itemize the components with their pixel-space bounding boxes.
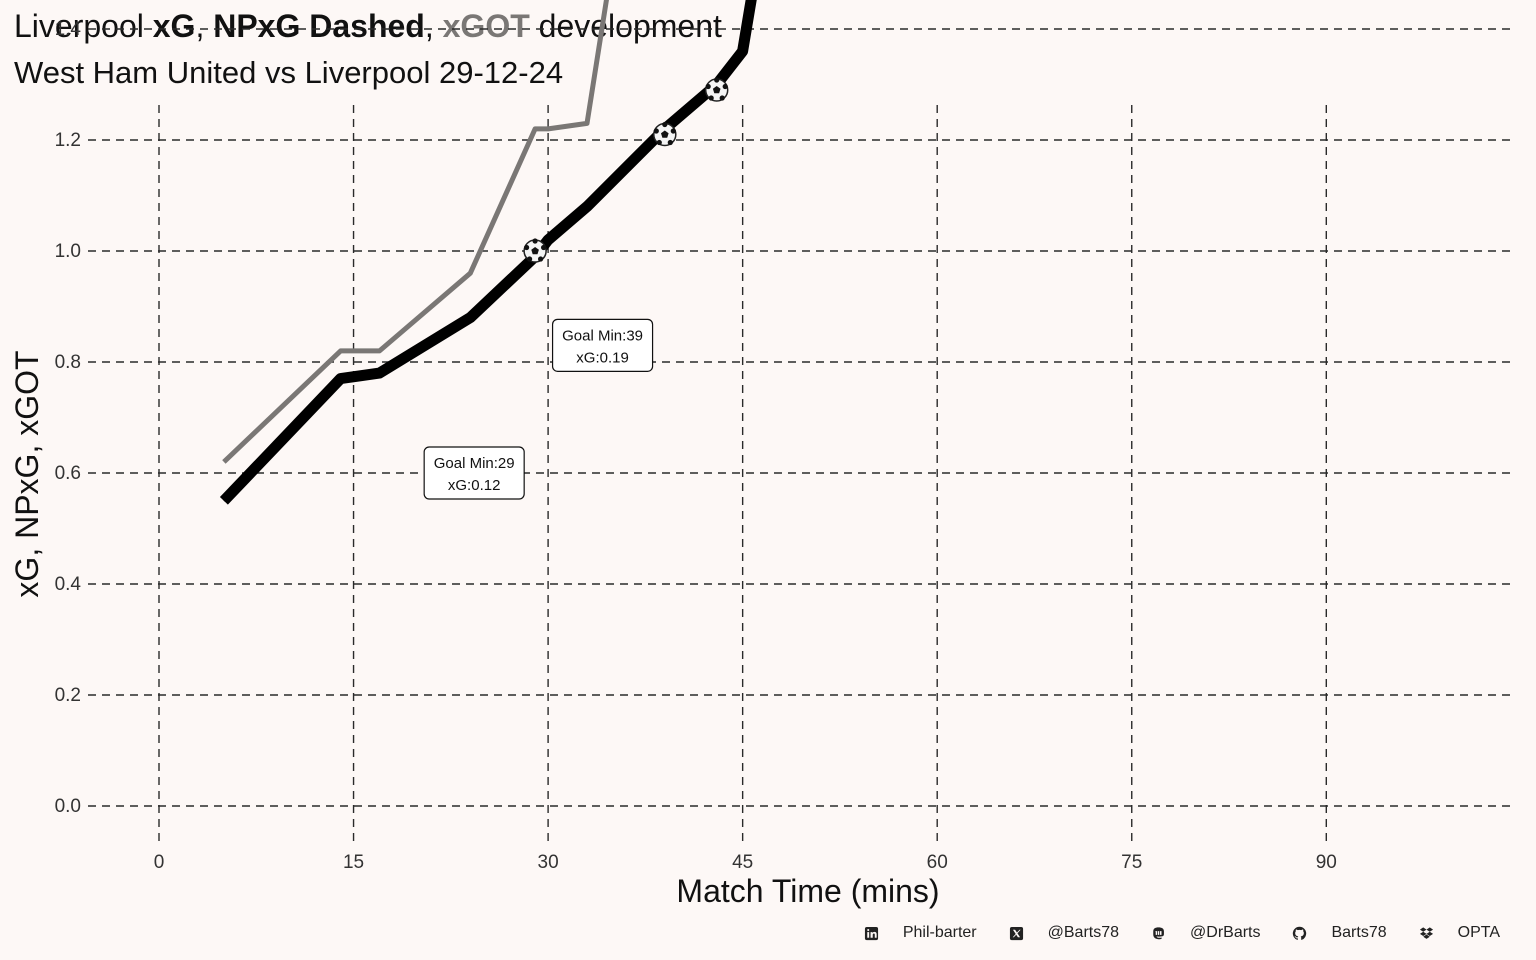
footer-item-mastodon[interactable]: @DrBarts [1151, 924, 1292, 942]
y-tick-label: 1.4 [55, 19, 82, 40]
title-xgot: xGOT [442, 8, 530, 44]
y-tick-label: 1.2 [55, 130, 81, 151]
footer-label-linkedin: Phil-barter [902, 924, 977, 941]
football-patch [705, 83, 711, 90]
football-patch [712, 86, 721, 94]
football-patch [527, 256, 533, 262]
credits-footer: Phil-barter @Barts78 @DrBarts Barts78 OP… [864, 924, 1500, 942]
x-axis-label: Match Time (mins) [676, 873, 939, 909]
annotation-goal-minute: Goal Min:39 [562, 327, 643, 344]
footer-label-github: Barts78 [1331, 924, 1387, 941]
annotation-goal-xg: xG:0.19 [576, 349, 629, 366]
chart-subtitle: West Ham United vs Liverpool 29-12-24 [14, 55, 564, 90]
annotation-goal-minute: Goal Min:29 [434, 455, 515, 472]
football-icon [704, 77, 729, 102]
football-patch [662, 121, 668, 128]
title-npxg: NPxG Dashed [213, 8, 425, 44]
mastodon-icon [1153, 926, 1164, 939]
title-rest: development [538, 8, 722, 44]
dropbox-icon [1419, 926, 1433, 939]
goal-annotation: Goal Min:29 xG:0.12 [423, 446, 525, 500]
linkedin-icon [864, 926, 878, 940]
github-icon [1293, 926, 1307, 940]
x-tick-label: 75 [1121, 852, 1142, 873]
y-tick-label: 0.8 [55, 352, 81, 373]
grid-lines: 0.00.20.40.60.81.01.21.41.61.82.02.22.42… [55, 19, 1512, 873]
football-patch [538, 256, 544, 262]
footer-item-github[interactable]: Barts78 [1292, 924, 1418, 942]
football-patch [532, 238, 538, 244]
football-patch [667, 139, 673, 146]
x-tick-label: 60 [927, 852, 948, 873]
footer-label-mastodon: @DrBarts [1190, 924, 1261, 941]
football-patch [656, 139, 662, 146]
football-icon [523, 238, 547, 263]
annotation-box [423, 446, 525, 500]
annotation-box [551, 318, 654, 372]
footer-item-linkedin[interactable]: Phil-barter [864, 924, 1009, 942]
x-tick-label: 15 [343, 852, 364, 873]
x-tick-label: 0 [154, 852, 165, 873]
goal-annotation: Goal Min:39 xG:0.19 [551, 318, 654, 372]
footer-item-dropbox[interactable]: OPTA [1419, 924, 1500, 942]
football-patch [722, 83, 728, 90]
title-team: Liverpool [14, 8, 144, 44]
football-patch [719, 95, 725, 101]
x-tick-label: 45 [732, 852, 753, 873]
football-icon [653, 121, 677, 147]
title-xg: xG [152, 8, 196, 44]
x-tick-label: 90 [1316, 852, 1337, 873]
footer-label-dropbox: OPTA [1457, 924, 1500, 941]
chart-title: Liverpool xG, NPxG Dashed, xGOT developm… [14, 8, 722, 45]
title-sep1: , [195, 8, 205, 44]
football-patch [653, 128, 659, 134]
football-patch [714, 77, 720, 83]
footer-label-x: @Barts78 [1047, 924, 1120, 941]
y-tick-label: 0.0 [55, 796, 81, 817]
y-tick-label: 0.6 [55, 463, 81, 484]
xg-development-chart: 0.00.20.40.60.81.01.21.41.61.82.02.22.42… [9, 0, 1512, 909]
series-line-xg [219, 0, 757, 505]
y-tick-label: 0.2 [55, 685, 81, 706]
football-patch [541, 244, 547, 251]
y-tick-label: 1.0 [55, 241, 81, 262]
series-line-xgot [222, 0, 609, 464]
football-patch [661, 130, 669, 138]
title-sep2: , [424, 8, 434, 44]
y-axis-label: xG, NPxG, xGOT [9, 350, 45, 597]
x-twitter-icon [1009, 926, 1023, 940]
football-patch [670, 128, 676, 134]
annotation-goal-xg: xG:0.12 [448, 477, 501, 494]
football-patch [708, 95, 714, 101]
y-tick-label: 0.4 [55, 574, 82, 595]
footer-item-x[interactable]: @Barts78 [1009, 924, 1151, 942]
x-tick-label: 30 [538, 852, 559, 873]
football-patch [531, 247, 539, 255]
football-patch [524, 244, 530, 251]
